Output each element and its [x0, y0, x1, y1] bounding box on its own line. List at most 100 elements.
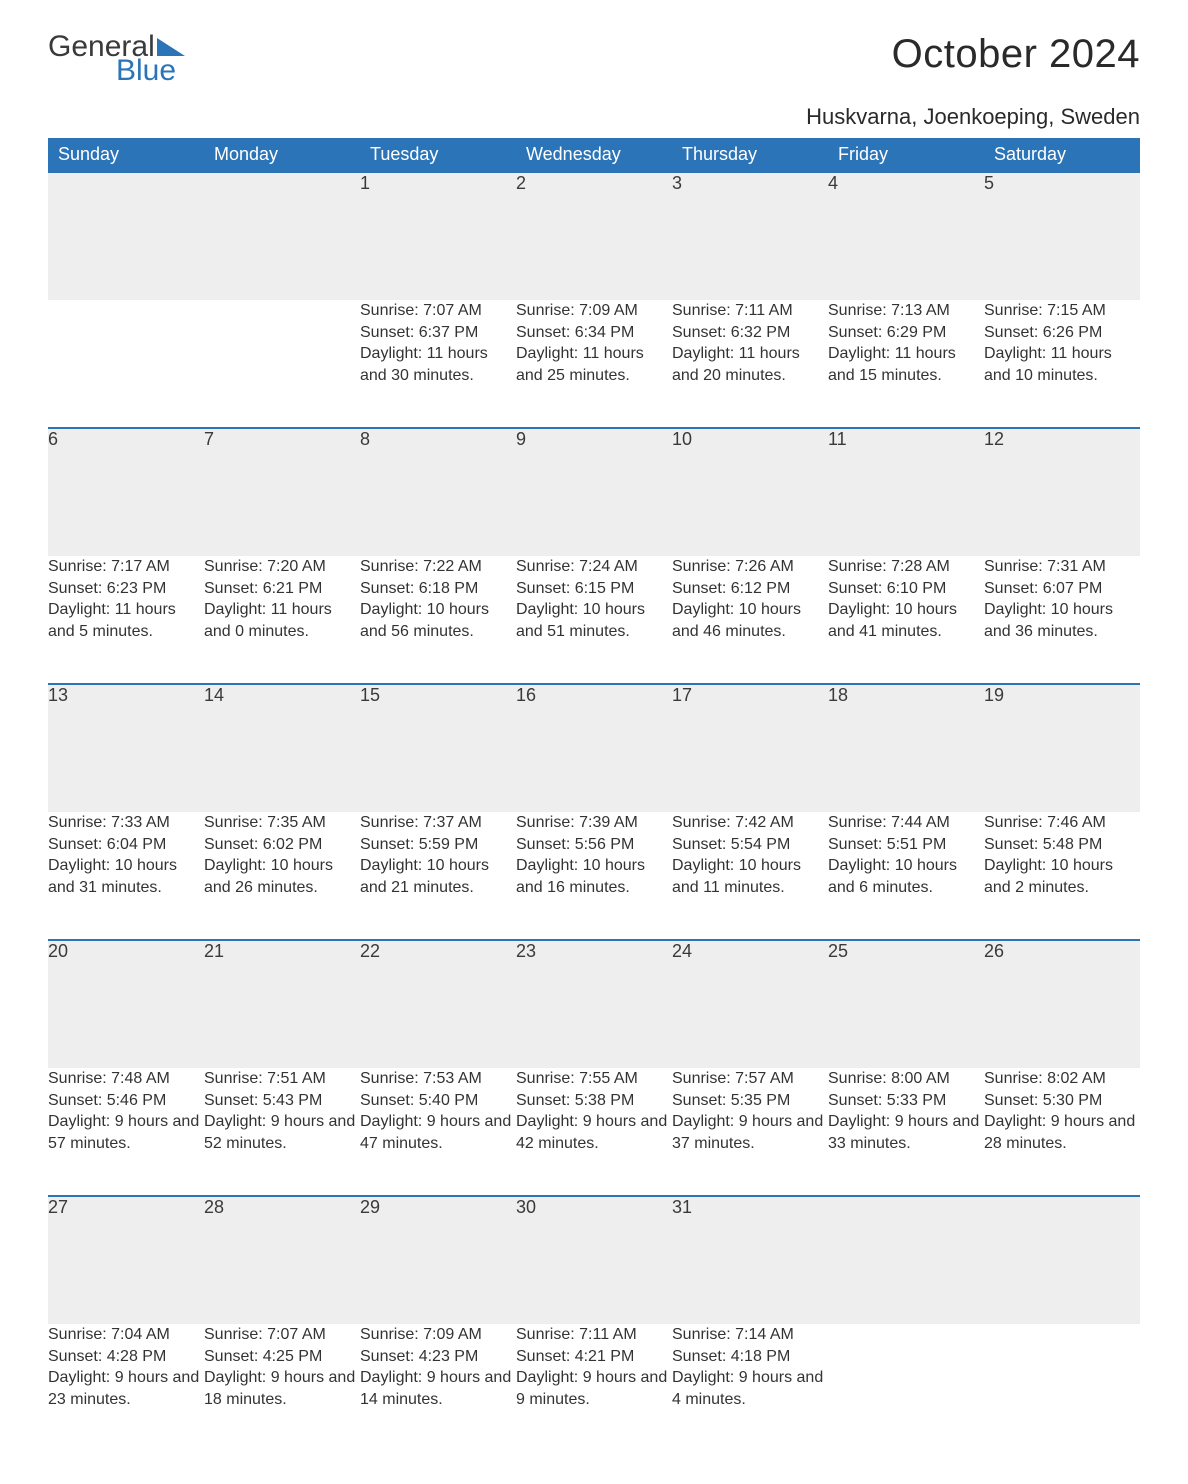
location-text: Huskvarna, Joenkoeping, Sweden [48, 104, 1140, 130]
week-daynum-row: 2728293031 [48, 1196, 1140, 1324]
day-detail-cell: Sunrise: 7:28 AMSunset: 6:10 PMDaylight:… [828, 556, 984, 684]
daylight-line: Daylight: 10 hours and 16 minutes. [516, 855, 672, 898]
daylight-line: Daylight: 9 hours and 9 minutes. [516, 1367, 672, 1410]
day-detail-cell: Sunrise: 7:37 AMSunset: 5:59 PMDaylight:… [360, 812, 516, 940]
day-detail-cell: Sunrise: 7:15 AMSunset: 6:26 PMDaylight:… [984, 300, 1140, 428]
daylight-line: Daylight: 9 hours and 23 minutes. [48, 1367, 204, 1410]
day-detail-cell: Sunrise: 8:02 AMSunset: 5:30 PMDaylight:… [984, 1068, 1140, 1196]
day-header: Saturday [984, 138, 1140, 172]
day-detail-cell: Sunrise: 7:04 AMSunset: 4:28 PMDaylight:… [48, 1324, 204, 1452]
sunrise-line: Sunrise: 8:00 AM [828, 1068, 984, 1090]
daylight-line: Daylight: 9 hours and 14 minutes. [360, 1367, 516, 1410]
day-number-cell: 11 [828, 428, 984, 556]
week-daynum-row: 6789101112 [48, 428, 1140, 556]
sunset-line: Sunset: 4:25 PM [204, 1346, 360, 1368]
daylight-line: Daylight: 11 hours and 30 minutes. [360, 343, 516, 386]
daylight-line: Daylight: 10 hours and 46 minutes. [672, 599, 828, 642]
day-number-cell: 21 [204, 940, 360, 1068]
day-number-cell: 14 [204, 684, 360, 812]
sunset-line: Sunset: 6:26 PM [984, 322, 1140, 344]
daylight-line: Daylight: 9 hours and 4 minutes. [672, 1367, 828, 1410]
sunrise-line: Sunrise: 7:46 AM [984, 812, 1140, 834]
sunrise-line: Sunrise: 7:13 AM [828, 300, 984, 322]
day-detail-cell: Sunrise: 7:48 AMSunset: 5:46 PMDaylight:… [48, 1068, 204, 1196]
day-number-cell: 26 [984, 940, 1140, 1068]
month-title: October 2024 [892, 32, 1140, 77]
sunrise-line: Sunrise: 7:11 AM [516, 1324, 672, 1346]
sunset-line: Sunset: 5:33 PM [828, 1090, 984, 1112]
daylight-line: Daylight: 10 hours and 2 minutes. [984, 855, 1140, 898]
sunrise-line: Sunrise: 7:15 AM [984, 300, 1140, 322]
sunset-line: Sunset: 6:18 PM [360, 578, 516, 600]
sunset-line: Sunset: 6:37 PM [360, 322, 516, 344]
day-detail-cell: Sunrise: 7:17 AMSunset: 6:23 PMDaylight:… [48, 556, 204, 684]
day-detail-cell: Sunrise: 7:11 AMSunset: 4:21 PMDaylight:… [516, 1324, 672, 1452]
sunrise-line: Sunrise: 7:22 AM [360, 556, 516, 578]
logo: General Blue [48, 32, 187, 86]
sunset-line: Sunset: 5:43 PM [204, 1090, 360, 1112]
sunrise-line: Sunrise: 7:44 AM [828, 812, 984, 834]
day-detail-cell: Sunrise: 8:00 AMSunset: 5:33 PMDaylight:… [828, 1068, 984, 1196]
day-detail-cell: Sunrise: 7:42 AMSunset: 5:54 PMDaylight:… [672, 812, 828, 940]
sunrise-line: Sunrise: 7:33 AM [48, 812, 204, 834]
daylight-line: Daylight: 9 hours and 47 minutes. [360, 1111, 516, 1154]
day-number-cell: 25 [828, 940, 984, 1068]
daylight-line: Daylight: 10 hours and 26 minutes. [204, 855, 360, 898]
day-number-cell: 27 [48, 1196, 204, 1324]
day-number-cell: 29 [360, 1196, 516, 1324]
daylight-line: Daylight: 10 hours and 36 minutes. [984, 599, 1140, 642]
sunrise-line: Sunrise: 7:24 AM [516, 556, 672, 578]
day-detail-cell: Sunrise: 7:26 AMSunset: 6:12 PMDaylight:… [672, 556, 828, 684]
daylight-line: Daylight: 10 hours and 56 minutes. [360, 599, 516, 642]
day-detail-cell: Sunrise: 7:53 AMSunset: 5:40 PMDaylight:… [360, 1068, 516, 1196]
sunset-line: Sunset: 5:59 PM [360, 834, 516, 856]
sunset-line: Sunset: 4:21 PM [516, 1346, 672, 1368]
day-number-cell: 5 [984, 172, 1140, 300]
day-header: Wednesday [516, 138, 672, 172]
sunset-line: Sunset: 6:10 PM [828, 578, 984, 600]
daylight-line: Daylight: 9 hours and 42 minutes. [516, 1111, 672, 1154]
day-detail-cell: Sunrise: 7:07 AMSunset: 4:25 PMDaylight:… [204, 1324, 360, 1452]
day-header: Monday [204, 138, 360, 172]
sunset-line: Sunset: 6:15 PM [516, 578, 672, 600]
sunrise-line: Sunrise: 7:09 AM [360, 1324, 516, 1346]
day-number-cell: 1 [360, 172, 516, 300]
day-number-cell: 30 [516, 1196, 672, 1324]
day-detail-cell: Sunrise: 7:14 AMSunset: 4:18 PMDaylight:… [672, 1324, 828, 1452]
daylight-line: Daylight: 11 hours and 25 minutes. [516, 343, 672, 386]
day-header: Tuesday [360, 138, 516, 172]
daylight-line: Daylight: 11 hours and 20 minutes. [672, 343, 828, 386]
day-detail-cell: Sunrise: 7:24 AMSunset: 6:15 PMDaylight:… [516, 556, 672, 684]
day-number-cell [48, 172, 204, 300]
header-row: General Blue October 2024 [48, 32, 1140, 86]
sunrise-line: Sunrise: 7:55 AM [516, 1068, 672, 1090]
day-number-cell [984, 1196, 1140, 1324]
daylight-line: Daylight: 11 hours and 15 minutes. [828, 343, 984, 386]
sunset-line: Sunset: 6:04 PM [48, 834, 204, 856]
week-detail-row: Sunrise: 7:17 AMSunset: 6:23 PMDaylight:… [48, 556, 1140, 684]
sunset-line: Sunset: 5:48 PM [984, 834, 1140, 856]
sunrise-line: Sunrise: 7:09 AM [516, 300, 672, 322]
sunset-line: Sunset: 4:28 PM [48, 1346, 204, 1368]
daylight-line: Daylight: 10 hours and 51 minutes. [516, 599, 672, 642]
daylight-line: Daylight: 9 hours and 57 minutes. [48, 1111, 204, 1154]
sunrise-line: Sunrise: 7:04 AM [48, 1324, 204, 1346]
day-number-cell: 19 [984, 684, 1140, 812]
day-number-cell: 6 [48, 428, 204, 556]
day-detail-cell: Sunrise: 7:44 AMSunset: 5:51 PMDaylight:… [828, 812, 984, 940]
day-number-cell: 17 [672, 684, 828, 812]
day-detail-cell [48, 300, 204, 428]
day-number-cell: 12 [984, 428, 1140, 556]
day-number-cell [828, 1196, 984, 1324]
sunset-line: Sunset: 6:02 PM [204, 834, 360, 856]
week-daynum-row: 20212223242526 [48, 940, 1140, 1068]
sunset-line: Sunset: 4:23 PM [360, 1346, 516, 1368]
day-detail-cell: Sunrise: 7:39 AMSunset: 5:56 PMDaylight:… [516, 812, 672, 940]
daylight-line: Daylight: 9 hours and 37 minutes. [672, 1111, 828, 1154]
day-detail-cell: Sunrise: 7:51 AMSunset: 5:43 PMDaylight:… [204, 1068, 360, 1196]
title-block: October 2024 [892, 32, 1140, 77]
day-detail-cell: Sunrise: 7:13 AMSunset: 6:29 PMDaylight:… [828, 300, 984, 428]
daylight-line: Daylight: 10 hours and 31 minutes. [48, 855, 204, 898]
sunset-line: Sunset: 5:40 PM [360, 1090, 516, 1112]
sunrise-line: Sunrise: 7:20 AM [204, 556, 360, 578]
